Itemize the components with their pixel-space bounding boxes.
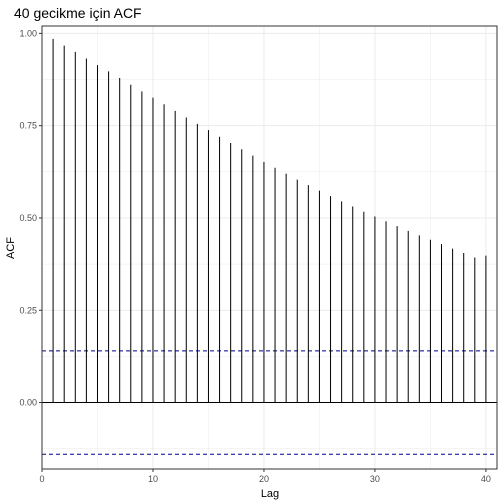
y-axis-label: ACF (5, 237, 17, 259)
y-axis-ticks: 0.00 0.25 0.50 0.75 1.00 (19, 28, 42, 408)
x-axis-label: Lag (261, 488, 279, 500)
y-tick-label: 0.25 (19, 305, 37, 315)
x-tick-label: 0 (39, 474, 44, 484)
y-tick-label: 0.75 (19, 121, 37, 131)
chart-title: 40 gecikme için ACF (14, 5, 142, 21)
y-tick-label: 0.00 (19, 398, 37, 408)
x-tick-label: 10 (148, 474, 158, 484)
x-axis-ticks: 0 10 20 30 40 (39, 469, 491, 484)
x-tick-label: 30 (370, 474, 380, 484)
acf-bars (52, 38, 487, 403)
confidence-bounds (42, 350, 497, 455)
x-tick-label: 20 (259, 474, 269, 484)
panel-border (41, 25, 498, 470)
y-tick-label: 1.00 (19, 28, 37, 38)
y-tick-label: 0.50 (19, 213, 37, 223)
x-tick-label: 40 (481, 474, 491, 484)
